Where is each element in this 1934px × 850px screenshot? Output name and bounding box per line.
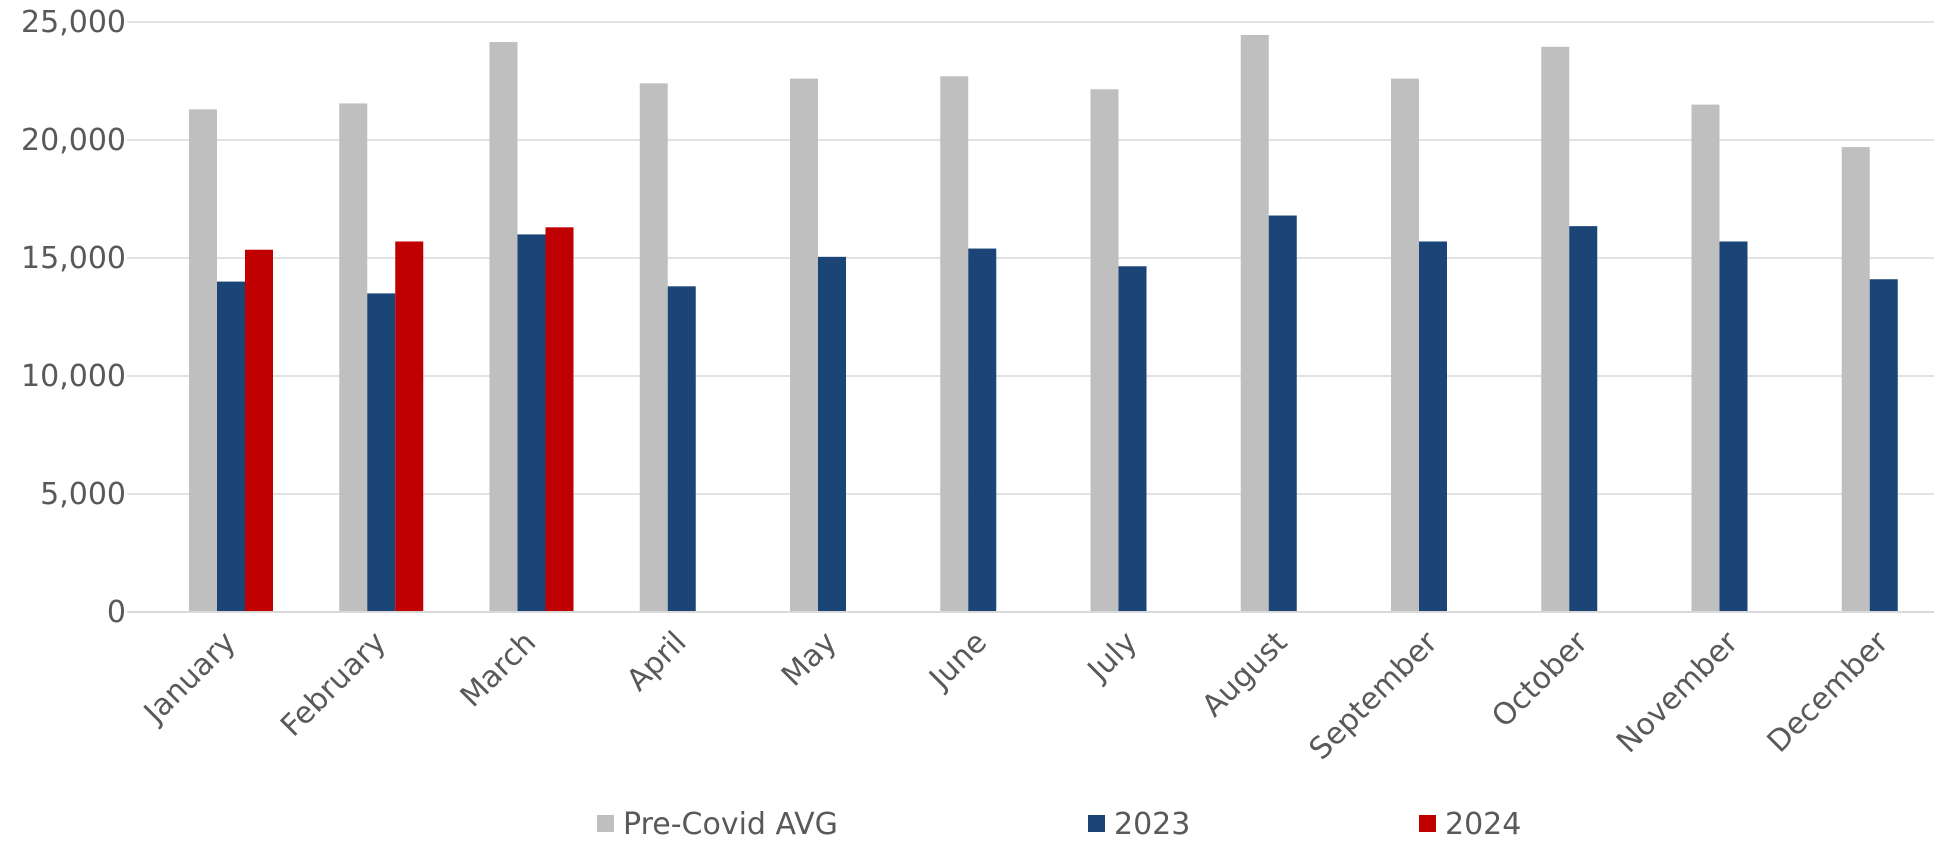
bar-pre-covid-avg-june <box>940 76 969 612</box>
x-category-label: August <box>1195 625 1294 724</box>
bar-2023-december <box>1869 279 1898 612</box>
legend-swatch <box>1088 815 1105 832</box>
bar-2023-june <box>968 248 997 612</box>
x-category-label: July <box>1080 625 1144 689</box>
bar-2023-january <box>217 281 245 612</box>
y-axis-ticks: 0 5,000 10,000 15,000 20,000 25,000 <box>21 5 126 630</box>
legend: Pre-Covid AVG 2023 2024 <box>597 807 1521 842</box>
x-category-label: October <box>1485 624 1595 734</box>
bar-2023-november <box>1719 241 1748 613</box>
legend-swatch <box>1419 815 1436 832</box>
bar-pre-covid-avg-august <box>1240 34 1269 613</box>
bar-2023-september <box>1419 241 1447 613</box>
legend-label: 2023 <box>1114 807 1190 842</box>
bar-2024-january <box>245 249 273 613</box>
bar-pre-covid-avg-november <box>1691 104 1720 612</box>
x-category-label: February <box>274 625 393 744</box>
x-category-label: June <box>922 625 994 697</box>
bar-pre-covid-avg-february <box>339 103 368 613</box>
legend-label: 2024 <box>1445 807 1521 842</box>
bar-pre-covid-avg-december <box>1841 147 1870 612</box>
x-category-label: May <box>775 625 844 694</box>
y-tick-label: 10,000 <box>21 359 126 394</box>
bar-2023-march <box>517 234 546 612</box>
y-tick-label: 20,000 <box>21 123 126 158</box>
y-tick-label: 5,000 <box>40 477 126 512</box>
bar-pre-covid-avg-april <box>639 83 668 613</box>
bar-2023-april <box>667 286 696 612</box>
y-tick-label: 0 <box>107 595 126 630</box>
x-category-label: March <box>454 625 543 714</box>
bar-2023-august <box>1268 215 1297 612</box>
bar-pre-covid-avg-october <box>1541 46 1570 612</box>
bars <box>189 34 1898 613</box>
bar-2023-july <box>1118 266 1147 612</box>
legend-swatch <box>597 815 614 832</box>
bar-2024-february <box>395 241 424 613</box>
x-category-label: December <box>1761 624 1896 759</box>
bar-pre-covid-avg-july <box>1090 89 1119 612</box>
bar-pre-covid-avg-january <box>189 109 217 612</box>
x-axis: January February March April May June July Augu… <box>127 611 1934 767</box>
bar-2024-march <box>545 227 574 612</box>
bar-pre-covid-avg-may <box>790 78 818 612</box>
x-category-label: January <box>136 625 243 732</box>
x-category-label: September <box>1303 624 1445 766</box>
y-tick-label: 15,000 <box>21 241 126 276</box>
x-category-label: April <box>620 625 693 698</box>
bar-pre-covid-avg-march <box>489 42 518 613</box>
legend-label: Pre-Covid AVG <box>623 807 838 842</box>
bar-2023-may <box>818 256 846 612</box>
y-tick-label: 25,000 <box>21 5 126 40</box>
bar-2023-october <box>1569 226 1598 612</box>
bar-pre-covid-avg-september <box>1391 78 1419 612</box>
x-category-label: November <box>1610 624 1746 760</box>
bar-2023-february <box>367 293 396 612</box>
